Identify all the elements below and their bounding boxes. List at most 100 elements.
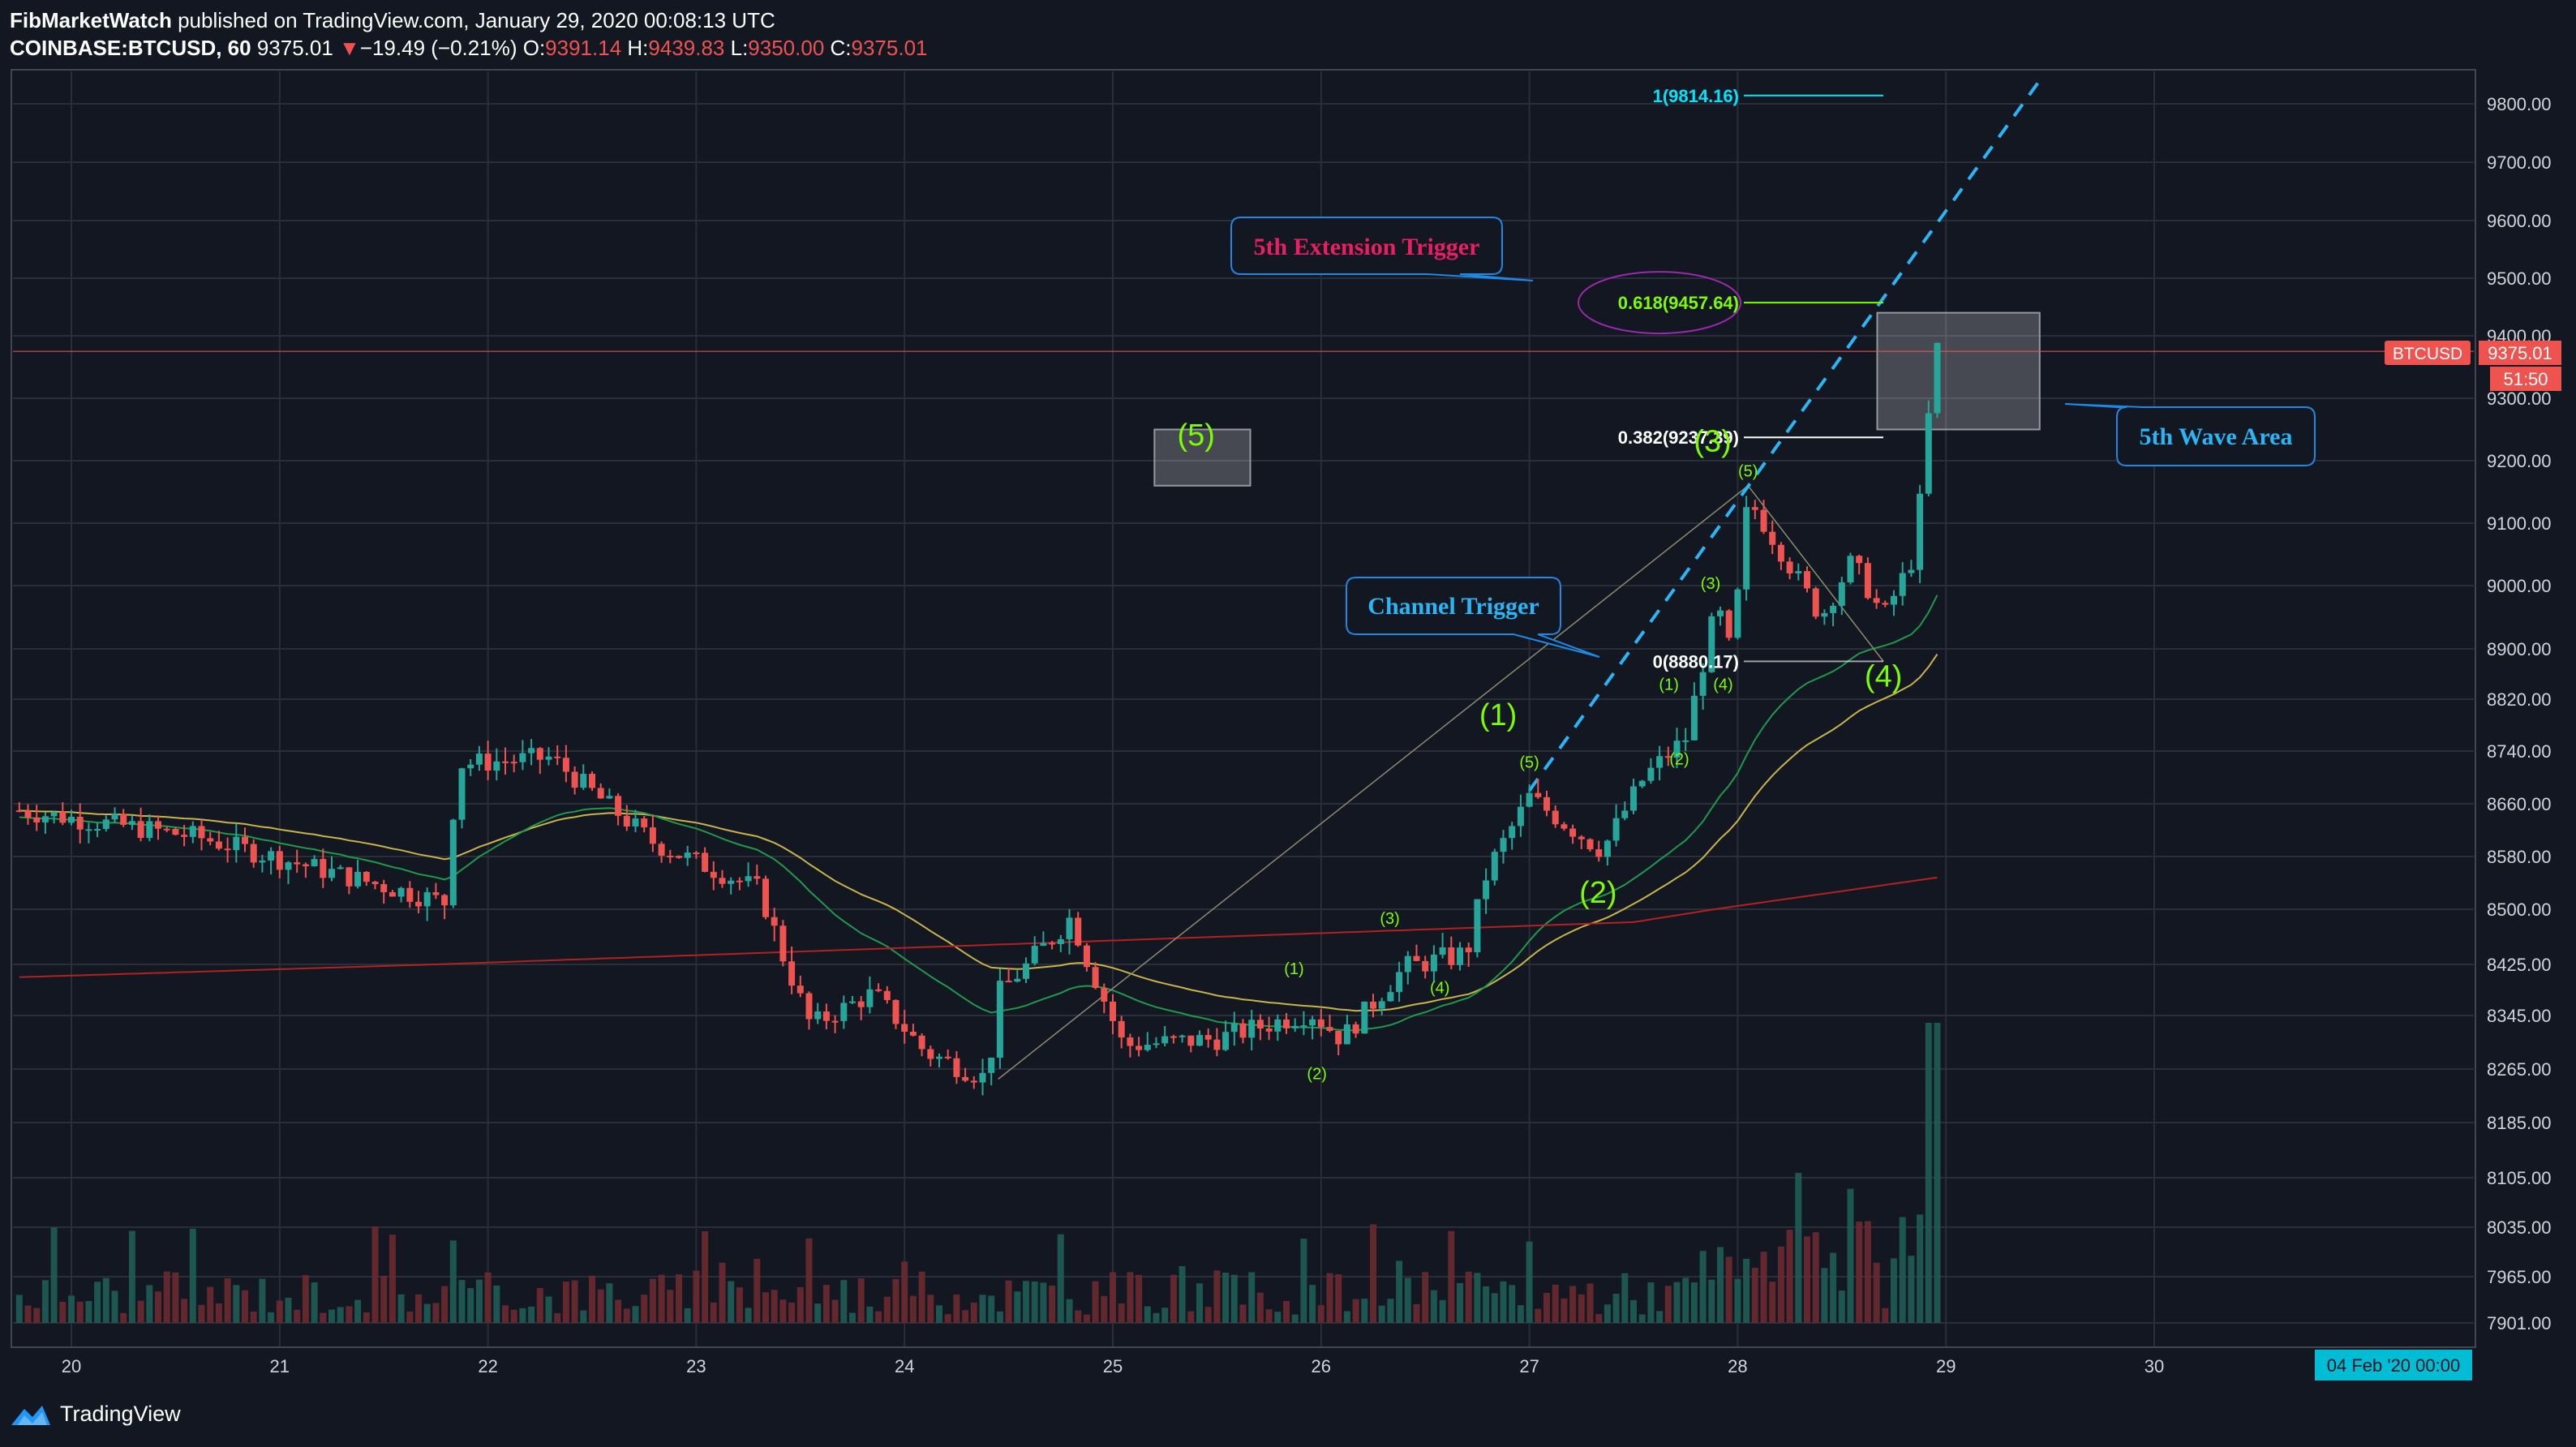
candle-body — [1595, 849, 1603, 857]
tradingview-logo-icon[interactable] — [10, 1402, 52, 1427]
candle — [1821, 609, 1828, 625]
candle — [875, 983, 882, 993]
volume-bar — [1057, 1234, 1064, 1323]
volume-bar — [1500, 1281, 1507, 1323]
candle-body — [822, 1011, 830, 1021]
candle-body — [328, 869, 335, 878]
candle — [181, 825, 188, 847]
candle-body — [1517, 806, 1524, 827]
candle — [667, 849, 674, 864]
high-value: 9439.83 — [648, 36, 725, 60]
candle — [857, 996, 865, 1020]
candle-body — [962, 1076, 969, 1081]
callout-5th-wave-area[interactable]: 5th Wave Area — [2064, 403, 2316, 466]
candle — [24, 804, 32, 825]
volume-bar — [1899, 1217, 1906, 1323]
last-price: 9375.01 — [256, 36, 333, 60]
candle — [1283, 1012, 1290, 1034]
candle — [788, 946, 796, 994]
candle-body — [406, 887, 414, 902]
candle-body — [111, 814, 118, 820]
time-cursor-tag: 04 Feb '20 00:00 — [2315, 1350, 2472, 1380]
candle — [684, 845, 691, 866]
open-value: 9391.14 — [545, 36, 622, 60]
candle — [1864, 557, 1871, 600]
tradingview-brand[interactable]: TradingView — [60, 1402, 181, 1426]
candle-body — [1204, 1035, 1212, 1040]
volume-bar — [510, 1309, 517, 1323]
candle-body — [719, 878, 726, 884]
candle — [458, 767, 466, 829]
author-name[interactable]: FibMarketWatch — [10, 8, 172, 32]
candle-body — [1144, 1045, 1151, 1050]
candle-body — [163, 828, 170, 831]
symbol-tag-text: BTCUSD — [2393, 345, 2462, 363]
candle — [849, 995, 856, 1005]
candle-body — [1352, 1024, 1359, 1034]
candle-body — [901, 1024, 908, 1032]
callout-channel-trigger[interactable]: Channel Trigger — [1346, 577, 1600, 658]
candle-body — [580, 774, 587, 788]
volume-bar — [1673, 1282, 1681, 1323]
candle — [1908, 560, 1915, 578]
candle — [1638, 779, 1646, 788]
candle — [285, 861, 292, 885]
volume-bar — [883, 1296, 891, 1323]
x-tick-label: 22 — [478, 1356, 497, 1376]
volume-bar — [346, 1306, 353, 1323]
candle — [693, 851, 700, 859]
candle — [866, 976, 874, 1014]
candle-body — [320, 859, 327, 878]
candle — [831, 1015, 839, 1033]
volume-bars — [15, 1023, 1941, 1323]
candle — [1439, 933, 1446, 959]
candle — [1586, 838, 1594, 852]
candle-body — [1422, 960, 1429, 972]
candle — [796, 975, 804, 998]
volume-bar — [805, 1238, 813, 1323]
volume-bar — [1569, 1286, 1577, 1323]
candle — [1204, 1028, 1212, 1048]
open-label: O: — [522, 36, 546, 60]
volume-bar — [1222, 1273, 1230, 1323]
candle — [389, 890, 396, 897]
candle-body — [1734, 589, 1741, 638]
y-tick-label: 8900.00 — [2487, 639, 2552, 659]
callout-channel-trigger-text: Channel Trigger — [1367, 593, 1539, 620]
volume-bar — [1743, 1258, 1750, 1323]
candle-body — [354, 871, 362, 887]
volume-bar — [1856, 1222, 1863, 1323]
candle — [1838, 577, 1845, 616]
candle — [545, 747, 552, 766]
candle — [1552, 805, 1559, 828]
candle — [1448, 936, 1455, 969]
candle-body — [311, 859, 318, 867]
candle — [1621, 801, 1629, 821]
candles — [15, 342, 1941, 1096]
candle-body — [1101, 988, 1108, 1002]
candle — [1005, 968, 1012, 983]
price-chart[interactable]: 1(9814.16) 0.618(9457.64) 0.382(9237.39) 0(… — [0, 0, 2576, 1395]
candle — [1057, 934, 1064, 952]
volume-bar — [155, 1291, 161, 1323]
wave-label: (4) — [1713, 676, 1732, 693]
candle-body — [259, 860, 266, 863]
candle — [1023, 957, 1029, 984]
volume-bar — [1187, 1311, 1195, 1323]
candle-body — [988, 1057, 995, 1073]
candle-body — [1256, 1020, 1264, 1029]
candle — [988, 1057, 995, 1086]
volume-bar — [294, 1309, 301, 1323]
candle-body — [1457, 947, 1463, 965]
candle — [59, 802, 67, 826]
candle-body — [484, 754, 492, 771]
candle — [753, 864, 761, 885]
volume-bar — [1092, 1281, 1099, 1323]
symbol-label[interactable]: COINBASE:BTCUSD, 60 — [10, 36, 251, 60]
volume-bar — [1213, 1270, 1221, 1323]
candle — [1717, 606, 1724, 626]
candle-body — [432, 892, 440, 895]
candle — [1274, 1014, 1282, 1041]
callout-5th-extension[interactable]: 5th Extension Trigger — [1230, 217, 1534, 281]
candle-body — [615, 796, 622, 816]
